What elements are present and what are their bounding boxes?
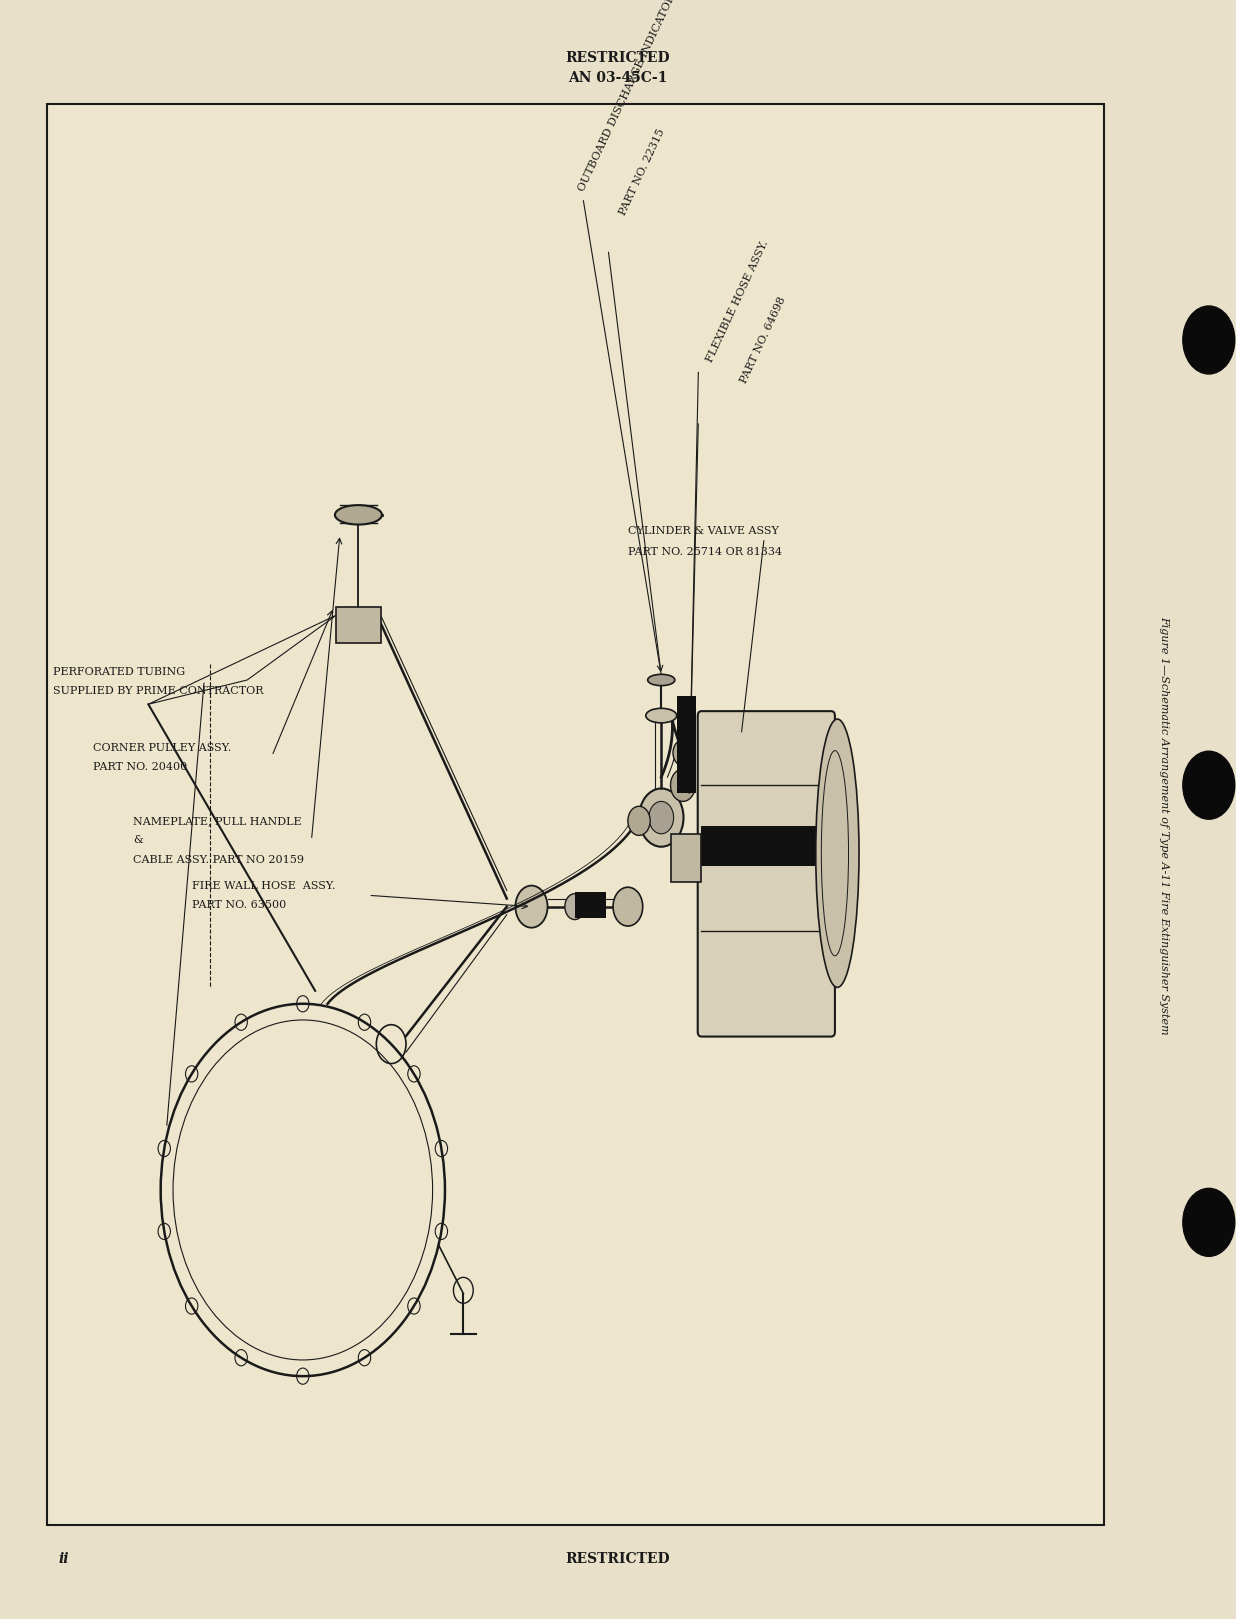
Circle shape xyxy=(649,801,674,834)
Text: ii: ii xyxy=(59,1553,69,1566)
Circle shape xyxy=(613,887,643,926)
Ellipse shape xyxy=(816,719,859,988)
Text: NAMEPLATE, PULL HANDLE: NAMEPLATE, PULL HANDLE xyxy=(133,816,302,826)
Text: RESTRICTED: RESTRICTED xyxy=(566,52,670,65)
Circle shape xyxy=(1183,1188,1235,1256)
Text: CYLINDER & VALVE ASSY: CYLINDER & VALVE ASSY xyxy=(628,526,779,536)
Text: Figure 1—Schematic Arrangement of Type A-11 Fire Extinguisher System: Figure 1—Schematic Arrangement of Type A… xyxy=(1159,617,1169,1035)
Text: RESTRICTED: RESTRICTED xyxy=(566,1553,670,1566)
Bar xyxy=(670,834,702,882)
Circle shape xyxy=(670,769,695,801)
Bar xyxy=(677,696,697,793)
Text: &: & xyxy=(133,835,143,845)
Text: PART NO. 22315: PART NO. 22315 xyxy=(618,128,667,217)
Ellipse shape xyxy=(645,709,677,722)
Text: FLEXIBLE HOSE ASSY.: FLEXIBLE HOSE ASSY. xyxy=(705,240,770,364)
Circle shape xyxy=(1183,751,1235,819)
Text: PART NO. 63500: PART NO. 63500 xyxy=(192,900,286,910)
Bar xyxy=(336,607,381,643)
Text: PART NO. 64698: PART NO. 64698 xyxy=(739,296,789,385)
Circle shape xyxy=(565,894,585,920)
Text: PERFORATED TUBING: PERFORATED TUBING xyxy=(53,667,185,677)
Ellipse shape xyxy=(648,674,675,686)
Circle shape xyxy=(1183,306,1235,374)
Bar xyxy=(47,104,1104,1525)
FancyBboxPatch shape xyxy=(697,711,836,1036)
Bar xyxy=(702,826,831,866)
Circle shape xyxy=(628,806,650,835)
Text: PART NO. 20400: PART NO. 20400 xyxy=(93,763,187,772)
Text: CABLE ASSY. PART NO 20159: CABLE ASSY. PART NO 20159 xyxy=(133,855,304,865)
Text: OUTBOARD DISCHARGE INDICATOR ASSY.: OUTBOARD DISCHARGE INDICATOR ASSY. xyxy=(577,0,693,193)
Text: CORNER PULLEY ASSY.: CORNER PULLEY ASSY. xyxy=(93,743,231,753)
Circle shape xyxy=(515,886,548,928)
Text: FIRE WALL HOSE  ASSY.: FIRE WALL HOSE ASSY. xyxy=(192,881,335,890)
Bar xyxy=(575,892,606,918)
Text: AN 03-45C-1: AN 03-45C-1 xyxy=(569,71,667,84)
Circle shape xyxy=(639,788,684,847)
Circle shape xyxy=(672,740,692,766)
Text: PART NO. 25714 OR 81334: PART NO. 25714 OR 81334 xyxy=(628,547,782,557)
Text: SUPPLIED BY PRIME CONTRACTOR: SUPPLIED BY PRIME CONTRACTOR xyxy=(53,686,263,696)
Ellipse shape xyxy=(335,505,382,525)
